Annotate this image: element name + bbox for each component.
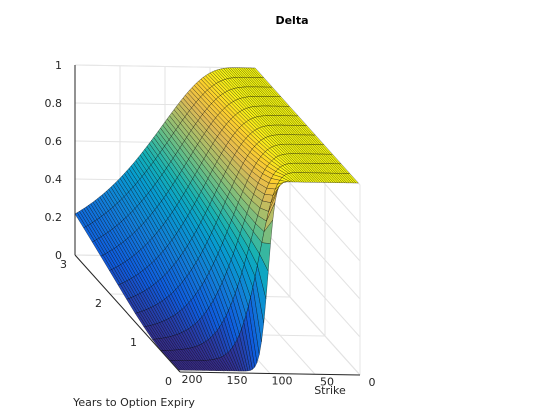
x-axis-title: Strike — [314, 384, 346, 397]
y-tick-label: 1 — [130, 336, 137, 349]
surface-patch — [346, 173, 359, 184]
z-tick-label: 0.2 — [45, 211, 63, 224]
y-axis-title: Years to Option Expiry — [72, 396, 195, 409]
x-tick-label: 0 — [369, 376, 376, 389]
grid-line — [254, 257, 361, 376]
z-tick-label: 0 — [55, 249, 62, 262]
x-tick-label: 150 — [227, 374, 248, 387]
box-edge — [74, 64, 256, 69]
x-axis-line — [179, 371, 361, 376]
z-tick-label: 1 — [55, 59, 62, 72]
y-tick-label: 0 — [165, 375, 172, 388]
z-tick-label: 0.4 — [45, 173, 63, 186]
x-tick-label: 100 — [272, 375, 293, 388]
axis-lines — [74, 65, 361, 376]
y-axis-line — [74, 254, 181, 373]
x-tick-label: 50 — [320, 375, 334, 388]
z-tick-label: 0.6 — [45, 135, 63, 148]
chart-title: Delta — [275, 14, 308, 27]
grid-line — [254, 219, 361, 338]
z-tick-label: 0.8 — [45, 97, 63, 110]
y-tick-label: 2 — [95, 297, 102, 310]
surface — [74, 67, 359, 372]
x-tick-label: 200 — [182, 373, 203, 386]
y-tick-label: 3 — [60, 258, 67, 271]
